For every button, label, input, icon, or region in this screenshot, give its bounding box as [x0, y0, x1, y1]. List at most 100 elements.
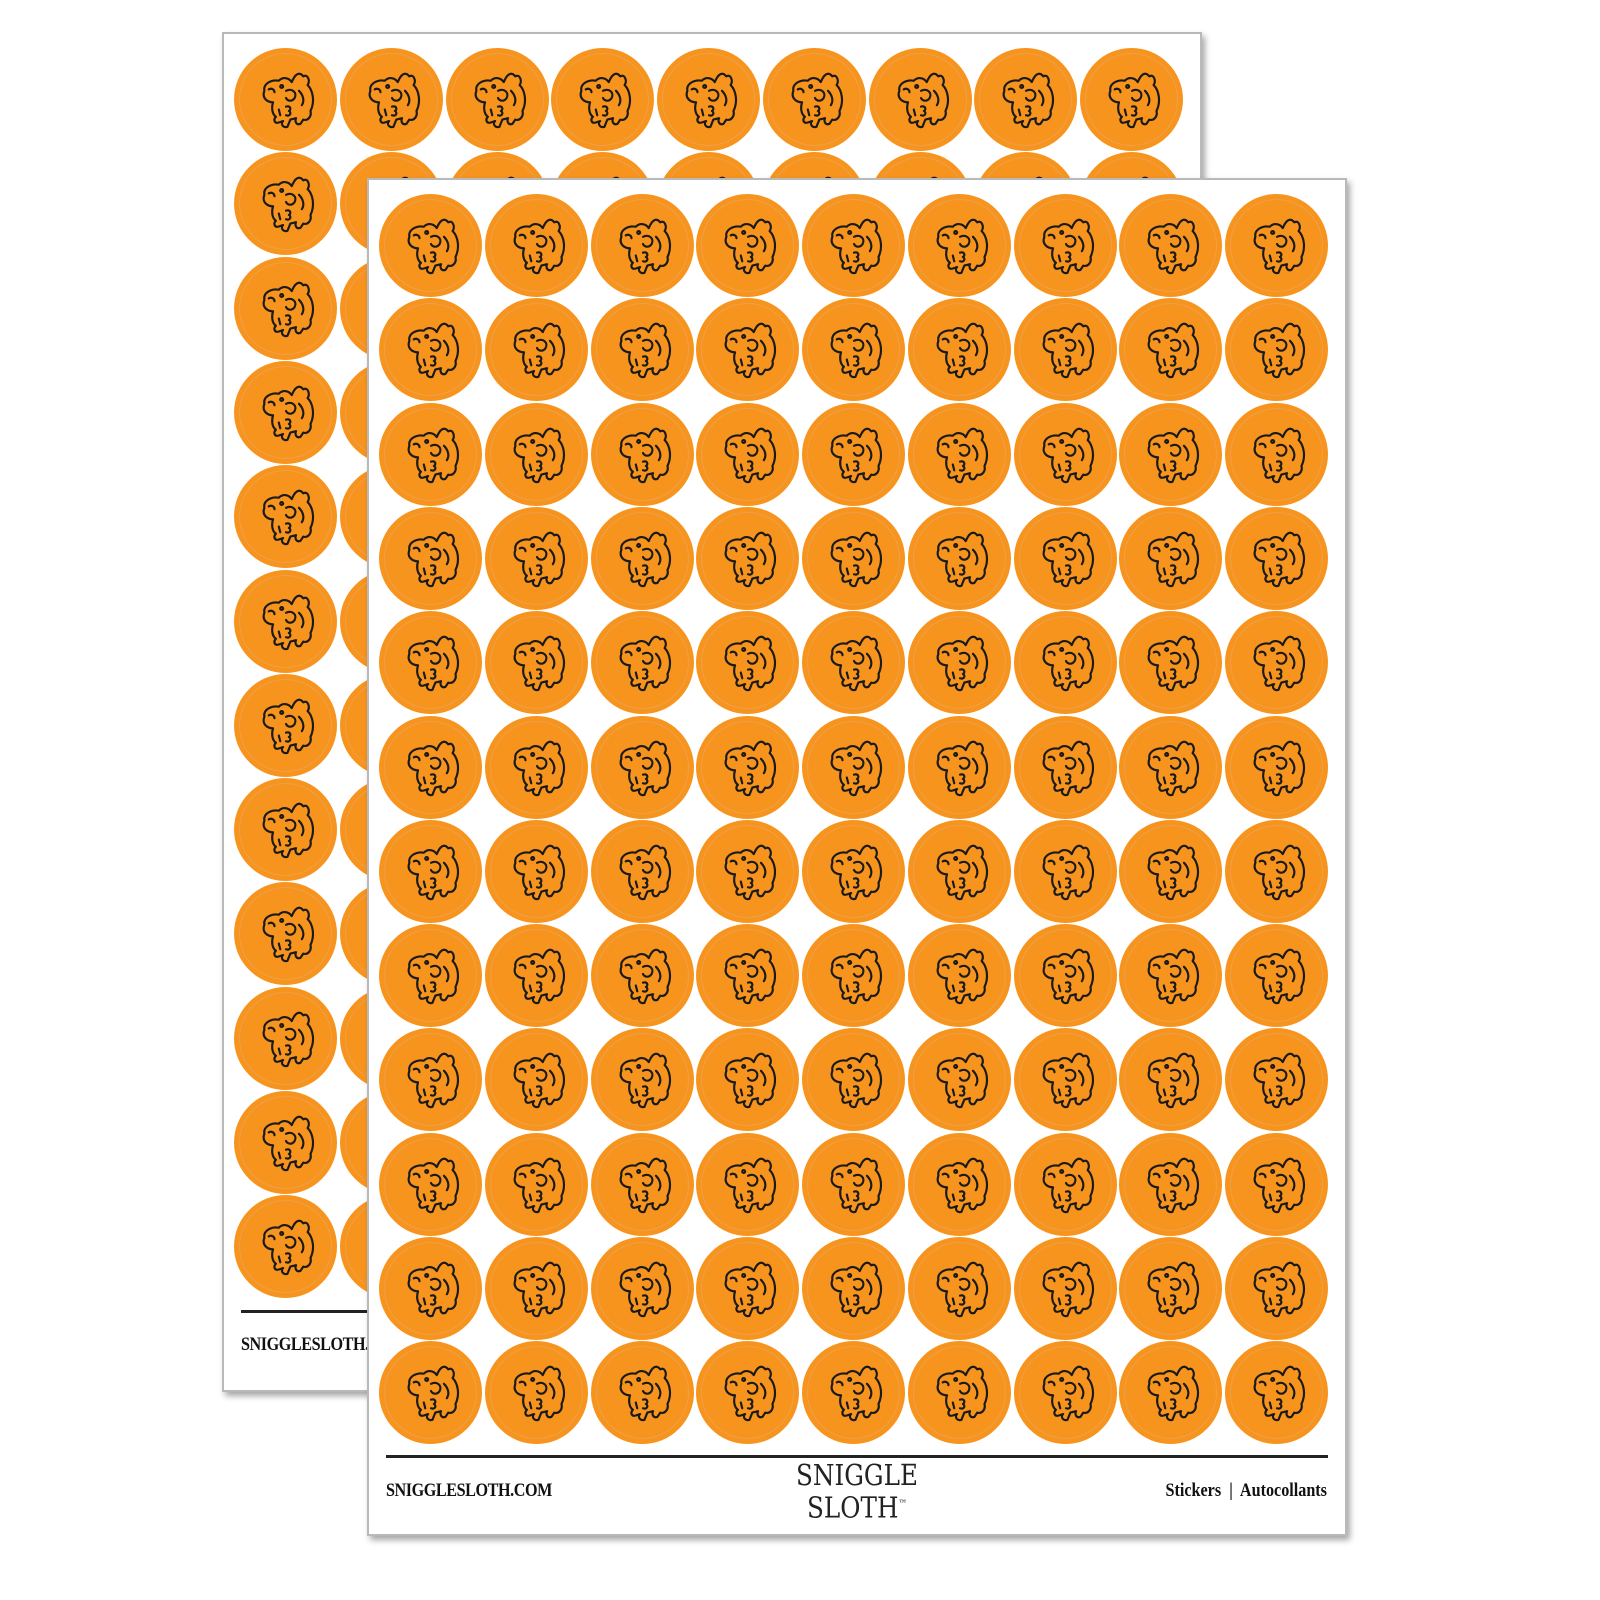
cartoon-creature-icon [1030, 208, 1102, 280]
sticker [802, 611, 905, 715]
sticker [1013, 402, 1117, 506]
sticker [907, 1341, 1011, 1445]
sticker [234, 256, 337, 360]
cartoon-creature-icon [250, 479, 322, 551]
cartoon-creature-icon [501, 730, 573, 802]
cartoon-creature-icon [395, 1147, 467, 1219]
sticker [379, 715, 482, 819]
sticker [696, 924, 800, 1028]
cartoon-creature-icon [924, 1355, 996, 1427]
cartoon-creature-icon [607, 625, 679, 697]
sticker [696, 819, 800, 923]
sticker [907, 1028, 1011, 1132]
cartoon-creature-icon [1241, 834, 1313, 906]
sticker [1225, 1237, 1328, 1340]
cartoon-creature-icon [250, 688, 322, 760]
sticker [379, 1341, 482, 1445]
sticker [907, 611, 1011, 715]
sticker [379, 1028, 482, 1132]
cartoon-creature-icon [395, 625, 467, 697]
cartoon-creature-icon [1241, 1147, 1313, 1219]
cartoon-creature-icon [1030, 730, 1102, 802]
cartoon-creature-icon [1030, 521, 1102, 593]
sticker [379, 194, 482, 297]
logo-line-2: SLOTH™ [442, 1490, 1272, 1523]
sticker [1080, 48, 1183, 151]
sticker [379, 611, 482, 715]
cartoon-creature-icon [250, 896, 322, 968]
cartoon-creature-icon [1030, 312, 1102, 384]
cartoon-creature-icon [924, 417, 996, 489]
cartoon-creature-icon [1135, 730, 1207, 802]
sticker [234, 569, 337, 673]
sticker [234, 465, 337, 569]
sticker [907, 506, 1011, 610]
cartoon-creature-icon [885, 62, 957, 134]
sticker [1119, 1028, 1223, 1132]
cartoon-creature-icon [818, 1042, 890, 1114]
cartoon-creature-icon [1135, 417, 1207, 489]
sticker [1013, 1341, 1117, 1445]
cartoon-creature-icon [501, 834, 573, 906]
sticker [379, 298, 482, 402]
cartoon-creature-icon [990, 62, 1062, 134]
sticker [339, 48, 443, 151]
sticker [484, 402, 588, 506]
cartoon-creature-icon [818, 625, 890, 697]
cartoon-creature-icon [607, 1355, 679, 1427]
cartoon-creature-icon [501, 208, 573, 280]
cartoon-creature-icon [712, 730, 784, 802]
cartoon-creature-icon [712, 625, 784, 697]
cartoon-creature-icon [818, 417, 890, 489]
cartoon-creature-icon [818, 521, 890, 593]
cartoon-creature-icon [462, 62, 534, 134]
sticker [696, 1237, 800, 1340]
sticker [1225, 924, 1328, 1028]
sticker [590, 1132, 694, 1236]
cartoon-creature-icon [1030, 834, 1102, 906]
cartoon-creature-icon [395, 417, 467, 489]
sticker-sheet-front: SNIGGLESLOTH.COM SNIGGLE SLOTH™ Stickers… [367, 178, 1347, 1536]
sticker [1013, 1237, 1117, 1340]
sticker [1013, 1028, 1117, 1132]
cartoon-creature-icon [712, 1042, 784, 1114]
cartoon-creature-icon [250, 375, 322, 447]
cartoon-creature-icon [673, 62, 745, 134]
cartoon-creature-icon [250, 1209, 322, 1281]
cartoon-creature-icon [607, 521, 679, 593]
cartoon-creature-icon [818, 834, 890, 906]
sticker [234, 1195, 337, 1299]
cartoon-creature-icon [924, 938, 996, 1010]
cartoon-creature-icon [395, 1251, 467, 1323]
cartoon-creature-icon [1135, 1147, 1207, 1219]
sticker [379, 506, 482, 610]
cartoon-creature-icon [1030, 1251, 1102, 1323]
sticker [590, 819, 694, 923]
cartoon-creature-icon [501, 312, 573, 384]
sticker [590, 715, 694, 819]
sticker [551, 48, 655, 151]
cartoon-creature-icon [712, 834, 784, 906]
cartoon-creature-icon [501, 938, 573, 1010]
cartoon-creature-icon [250, 166, 322, 238]
sticker [484, 715, 588, 819]
sticker [696, 298, 800, 402]
sticker [696, 506, 800, 610]
sticker [590, 194, 694, 297]
sticker [484, 611, 588, 715]
cartoon-creature-icon [1135, 208, 1207, 280]
sticker [1119, 819, 1223, 923]
cartoon-creature-icon [250, 1105, 322, 1177]
sticker [907, 715, 1011, 819]
cartoon-creature-icon [607, 312, 679, 384]
sticker [802, 506, 905, 610]
sticker [1013, 611, 1117, 715]
cartoon-creature-icon [924, 208, 996, 280]
cartoon-creature-icon [250, 584, 322, 656]
sticker [1013, 924, 1117, 1028]
sticker [484, 1237, 588, 1340]
cartoon-creature-icon [607, 730, 679, 802]
cartoon-creature-icon [1135, 1355, 1207, 1427]
sticker [234, 986, 337, 1090]
sticker [907, 194, 1011, 297]
